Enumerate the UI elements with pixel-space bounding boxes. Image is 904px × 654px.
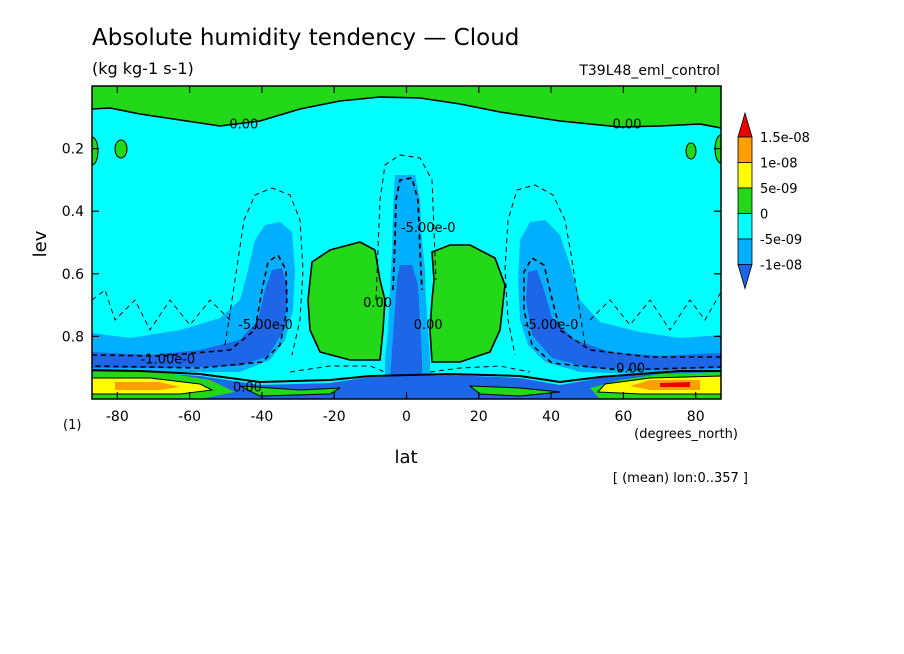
- colorbar: 1.5e-08 1e-08 5e-09 0 -5e-09 -1e-08: [737, 111, 810, 290]
- field-neg-lobe-west: [92, 222, 295, 372]
- colorbar-label: 0: [760, 208, 768, 223]
- field-polar-patch-east: [685, 142, 697, 160]
- colorbar-label: -1e-08: [760, 259, 802, 274]
- field-surface-mid-pos: [239, 385, 341, 397]
- colorbar-triangle-bottom: [737, 264, 753, 290]
- field-surface-west-max: [115, 382, 180, 390]
- y-tick-label: 0.4: [62, 204, 84, 220]
- chart-subtitle: (kg kg-1 s-1): [92, 59, 194, 78]
- contour-zero-top: [92, 96, 721, 129]
- colorbar-label: 5e-09: [760, 182, 798, 197]
- field-edge-patch-west: [92, 136, 99, 166]
- contour-label: -1.00e-0: [141, 352, 196, 367]
- field-blob-west: [307, 241, 386, 361]
- contour-label: 0.00: [229, 118, 258, 133]
- negative-contours: [92, 154, 721, 371]
- colorbar-label: -5e-09: [760, 233, 802, 248]
- colorbar-label: 1.5e-08: [760, 131, 810, 146]
- x-tick-label: 80: [687, 409, 705, 425]
- experiment-label: T39L48_eml_control: [578, 63, 720, 79]
- y-axis: 0.2 0.4 0.6 0.8: [62, 142, 721, 345]
- contour-label: 0.00: [613, 118, 642, 133]
- y-tick-label: 0.8: [62, 329, 84, 345]
- contour-label: 0.00: [363, 296, 392, 311]
- field-surface-band: [92, 370, 721, 399]
- x-tick-label: -40: [250, 409, 273, 425]
- contour-label: 0.00: [233, 380, 262, 395]
- x-tick-label: -60: [178, 409, 201, 425]
- contour-label: 0.00: [616, 362, 645, 377]
- contour-neg-west-outer: [224, 187, 304, 356]
- colorbar-swatch: [737, 136, 753, 163]
- x-tick-label: 60: [614, 409, 632, 425]
- contour-neg-west-inner: [92, 253, 288, 369]
- y-tick-label: 0.6: [62, 267, 84, 283]
- x-tick-label: 20: [470, 409, 488, 425]
- colorbar-triangle-top: [737, 111, 753, 138]
- x-tick-label: 0: [402, 409, 411, 425]
- field-core-east: [526, 270, 721, 370]
- contour-labels: 0.00 0.00 -5.00e-0 -5.00e-0 -5.00e-0 -1.00e-0…: [141, 118, 645, 396]
- contour-label: -5.00e-0: [524, 318, 579, 333]
- field-blob-east: [429, 244, 506, 363]
- colorbar-label: 1e-08: [760, 157, 798, 172]
- contour-near-surface-2: [289, 365, 531, 373]
- field-core-west: [92, 268, 288, 368]
- colorbar-swatch: [737, 187, 753, 214]
- contour-neg-east-wavy: [589, 291, 721, 331]
- contour-label: -5.00e-0: [401, 221, 456, 236]
- y-axis-label: lev: [30, 230, 51, 257]
- contour-near-surface: [92, 369, 721, 384]
- field-central-core: [390, 265, 422, 382]
- contour-neg-central-outer: [375, 154, 437, 301]
- y-unit-label: (1): [63, 418, 81, 433]
- chart-title: Absolute humidity tendency — Cloud: [92, 25, 519, 51]
- contour-neg-east-outer: [504, 184, 586, 356]
- field-top-positive: [92, 86, 721, 128]
- x-axis-label: lat: [394, 447, 417, 468]
- contour-neg-west-wavy: [92, 289, 231, 331]
- x-axis: -80 -60 -40 -20 0 20 40 60 80: [106, 86, 705, 425]
- contour-label: -5.00e-0: [238, 318, 293, 333]
- x-tick-label: -80: [106, 409, 129, 425]
- field-surface-east-peak: [660, 382, 690, 387]
- x-tick-label: -20: [323, 409, 346, 425]
- plot-area: 0.00 0.00 -5.00e-0 -5.00e-0 -5.00e-0 -1.00e-0…: [92, 86, 721, 399]
- footer-note: [ (mean) lon:0..357 ]: [613, 471, 748, 486]
- field-polar-patch-west: [114, 139, 128, 159]
- x-unit-label: (degrees_north): [634, 427, 738, 442]
- contour-neg-central-inner: [392, 176, 423, 291]
- colorbar-swatch: [737, 238, 753, 265]
- colorbar-swatch: [737, 213, 753, 240]
- colorbar-swatch: [737, 162, 753, 189]
- y-tick-label: 0.2: [62, 142, 84, 158]
- x-tick-label: 40: [542, 409, 560, 425]
- contour-label: 0.00: [414, 318, 443, 333]
